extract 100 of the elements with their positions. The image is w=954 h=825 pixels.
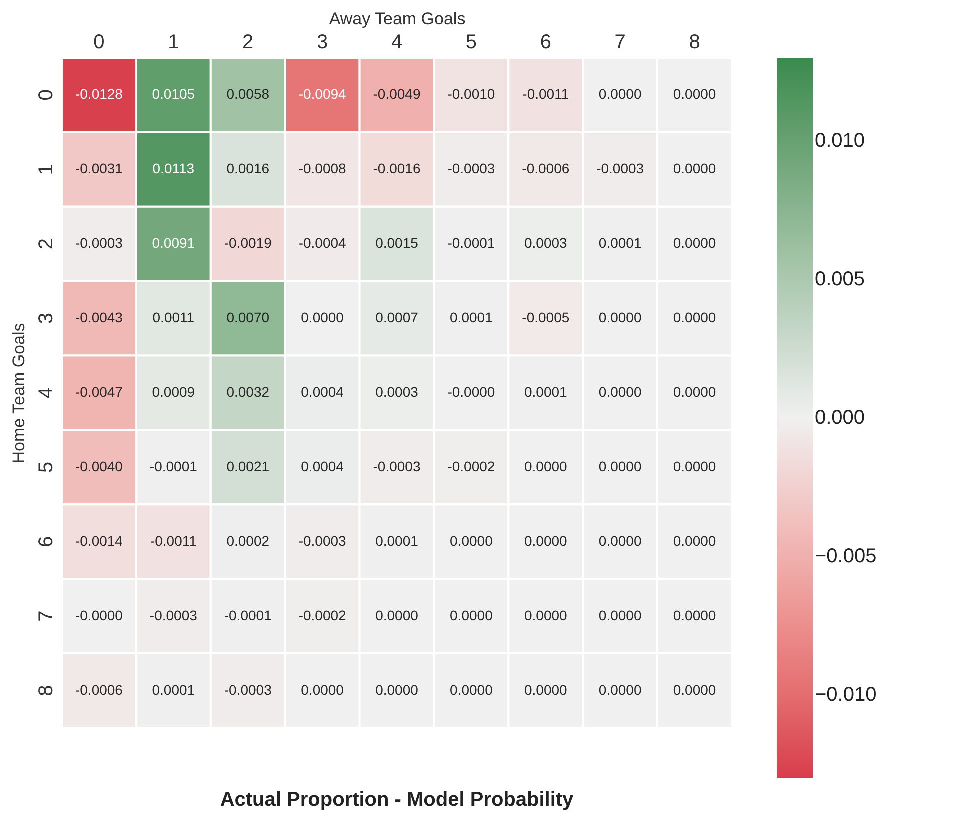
data-label: -0.0016 bbox=[373, 160, 421, 177]
data-label: 0.0003 bbox=[376, 384, 419, 400]
data-label: 0.0001 bbox=[598, 235, 642, 252]
data-label: 0.0007 bbox=[376, 310, 419, 326]
data-label: 0.0000 bbox=[598, 458, 642, 474]
data-label: 0.0113 bbox=[152, 160, 195, 177]
x-tick-label: 0 bbox=[94, 32, 105, 54]
data-label: 0.0003 bbox=[524, 235, 568, 252]
y-tick-label: 8 bbox=[36, 685, 58, 696]
data-label: 0.0058 bbox=[226, 86, 270, 102]
color-bar-label: −0.010 bbox=[815, 684, 877, 706]
data-label: 0.0000 bbox=[673, 160, 716, 177]
x-tick-label: 1 bbox=[168, 32, 180, 54]
data-label: 0.0000 bbox=[301, 310, 344, 326]
data-label: -0.0003 bbox=[373, 458, 421, 474]
data-label: 0.0000 bbox=[450, 682, 494, 698]
data-label: 0.0000 bbox=[673, 86, 716, 102]
color-bar-label: 0.010 bbox=[815, 130, 866, 152]
data-label: -0.0002 bbox=[448, 458, 496, 474]
data-label: 0.0091 bbox=[152, 235, 196, 252]
data-label: 0.0000 bbox=[598, 532, 642, 549]
data-label: -0.0010 bbox=[448, 86, 496, 102]
data-label: -0.0003 bbox=[75, 235, 124, 252]
data-label: -0.0006 bbox=[75, 682, 124, 698]
x-tick-label: 7 bbox=[614, 32, 626, 54]
x-tick-label: 5 bbox=[466, 32, 478, 54]
data-label: -0.0000 bbox=[75, 607, 124, 624]
data-label: 0.0000 bbox=[524, 607, 568, 624]
data-label: 0.0000 bbox=[673, 235, 716, 252]
x-axis-title: Away Team Goals bbox=[329, 10, 466, 28]
data-label: 0.0001 bbox=[376, 532, 419, 549]
data-label: -0.0031 bbox=[75, 160, 124, 177]
y-tick-label: 1 bbox=[36, 164, 58, 176]
data-label: 0.0105 bbox=[152, 86, 196, 102]
data-label: 0.0000 bbox=[673, 458, 716, 474]
data-label: 0.0000 bbox=[673, 607, 716, 624]
data-label: 0.0015 bbox=[376, 235, 419, 252]
data-label: 0.0002 bbox=[226, 532, 270, 549]
data-label: -0.0003 bbox=[596, 160, 644, 177]
data-label: 0.0000 bbox=[524, 682, 568, 698]
data-label: -0.0043 bbox=[75, 310, 124, 326]
data-label: 0.0000 bbox=[376, 682, 419, 698]
data-label: -0.0040 bbox=[75, 458, 124, 474]
data-label: 0.0000 bbox=[673, 682, 716, 698]
data-label: 0.0000 bbox=[598, 86, 642, 102]
data-label: -0.0094 bbox=[298, 86, 347, 102]
data-label: 0.0000 bbox=[673, 532, 716, 549]
x-tick-label: 6 bbox=[540, 32, 552, 54]
y-tick-label: 3 bbox=[36, 312, 58, 324]
y-axis-title: Home Team Goals bbox=[10, 323, 28, 464]
data-label: 0.0000 bbox=[301, 682, 344, 698]
data-label: -0.0006 bbox=[522, 160, 570, 177]
data-label: 0.0009 bbox=[152, 384, 196, 400]
data-label: 0.0004 bbox=[301, 458, 344, 474]
data-label: 0.0001 bbox=[152, 682, 196, 698]
x-tick-label: 3 bbox=[316, 32, 328, 54]
data-label: 0.0001 bbox=[450, 310, 494, 326]
data-label: 0.0000 bbox=[376, 607, 419, 624]
data-label: -0.0047 bbox=[75, 384, 124, 400]
data-label: 0.0004 bbox=[301, 384, 344, 400]
data-label: 0.0001 bbox=[524, 384, 568, 400]
data-label: 0.0021 bbox=[226, 458, 270, 474]
data-label: -0.0003 bbox=[448, 160, 496, 177]
data-label: 0.0000 bbox=[598, 607, 642, 624]
data-label: 0.0011 bbox=[152, 310, 195, 326]
x-tick-label: 8 bbox=[689, 32, 700, 54]
data-label: -0.0005 bbox=[522, 310, 570, 326]
data-label: 0.0000 bbox=[524, 458, 568, 474]
data-label: -0.0001 bbox=[150, 458, 198, 474]
data-label: 0.0000 bbox=[673, 310, 716, 326]
data-label: -0.0128 bbox=[75, 86, 124, 102]
data-label: 0.0070 bbox=[226, 310, 270, 326]
data-label: -0.0003 bbox=[298, 532, 347, 549]
y-tick-label: 4 bbox=[36, 387, 58, 399]
y-tick-label: 7 bbox=[36, 610, 58, 622]
data-label: 0.0000 bbox=[598, 682, 642, 698]
data-label: -0.0004 bbox=[298, 235, 347, 252]
x-tick-label: 4 bbox=[391, 32, 403, 54]
data-label: -0.0000 bbox=[448, 384, 496, 400]
data-label: 0.0016 bbox=[226, 160, 270, 177]
data-label: -0.0001 bbox=[448, 235, 496, 252]
y-tick-label: 6 bbox=[36, 536, 58, 548]
data-label: -0.0019 bbox=[224, 235, 272, 252]
data-label: 0.0000 bbox=[598, 310, 642, 326]
data-label: -0.0014 bbox=[75, 532, 124, 549]
x-tick-label: 2 bbox=[242, 32, 254, 54]
data-label: -0.0002 bbox=[298, 607, 347, 624]
color-bar-label: 0.000 bbox=[815, 407, 866, 429]
data-label: -0.0011 bbox=[522, 86, 570, 102]
data-label: 0.0000 bbox=[524, 532, 568, 549]
data-label: 0.0032 bbox=[226, 384, 270, 400]
data-label: -0.0003 bbox=[224, 682, 272, 698]
data-label: 0.0000 bbox=[450, 532, 494, 549]
data-label: -0.0011 bbox=[150, 532, 198, 549]
color-bar-label: 0.005 bbox=[815, 268, 866, 291]
data-label: 0.0000 bbox=[598, 384, 642, 400]
data-label: 0.0000 bbox=[450, 607, 494, 624]
data-label: -0.0008 bbox=[298, 160, 347, 177]
data-label: -0.0001 bbox=[224, 607, 272, 624]
data-label: -0.0003 bbox=[150, 607, 198, 624]
